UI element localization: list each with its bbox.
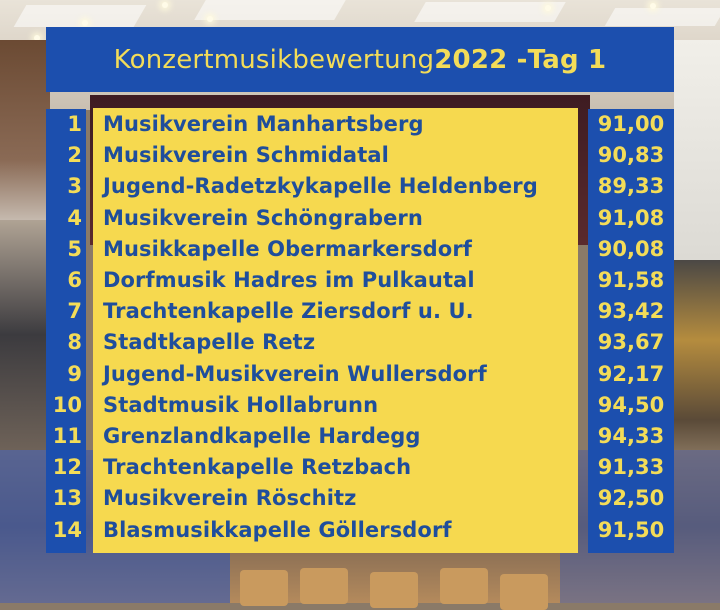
right-wall	[674, 40, 720, 260]
band-name: Jugend-Radetzkykapelle Heldenberg	[103, 174, 538, 199]
score-value: 90,08	[597, 236, 665, 261]
band-name: Blasmusikkapelle Göllersdorf	[103, 517, 452, 542]
band-name: Musikkapelle Obermarkersdorf	[103, 236, 473, 261]
seat	[300, 568, 348, 604]
band-name: Dorfmusik Hadres im Pulkautal	[103, 268, 475, 292]
rank-number: 8	[67, 330, 82, 355]
title-year: 2022 -	[434, 44, 528, 75]
band-name: Musikverein Schmidatal	[103, 143, 389, 168]
rank-number: 13	[52, 486, 82, 511]
score-value: 90,83	[597, 143, 665, 168]
rank-number: 12	[52, 455, 82, 480]
left-wall	[0, 40, 50, 240]
score-value: 92,50	[597, 486, 665, 511]
rank-number: 3	[67, 174, 82, 199]
score-value: 93,42	[597, 299, 665, 324]
orchestra-right	[674, 260, 720, 460]
rank-number: 11	[52, 424, 82, 448]
ceiling-light	[650, 3, 656, 9]
band-name: Musikverein Röschitz	[103, 486, 357, 511]
score-value: 89,33	[597, 174, 665, 199]
score-column: 91,00 90,83 89,33 91,08 90,08 91,58 93,42 93,67…	[588, 109, 674, 553]
rank-number: 7	[67, 299, 82, 324]
seat	[440, 568, 488, 604]
title-day: Tag 1	[527, 44, 607, 75]
title-text: Konzertmusikbewertung	[113, 44, 435, 75]
rank-number: 1	[67, 112, 82, 136]
score-value: 91,00	[597, 112, 665, 136]
score-value: 94,33	[597, 424, 665, 448]
ceiling-light	[162, 2, 168, 8]
band-name: Trachtenkapelle Ziersdorf u. U.	[103, 299, 474, 324]
band-name: Jugend-Musikverein Wullersdorf	[103, 361, 487, 386]
orchestra-left	[0, 220, 50, 450]
ceiling-light	[34, 35, 40, 41]
ceiling-light	[82, 20, 88, 26]
seat	[500, 574, 548, 610]
rank-number: 4	[67, 205, 82, 230]
score-value: 91,08	[597, 205, 665, 230]
ceiling-panel	[604, 8, 720, 26]
rank-number: 5	[67, 236, 82, 261]
band-name: Trachtenkapelle Retzbach	[103, 455, 412, 480]
ceiling-panel	[414, 2, 566, 22]
rank-number: 2	[67, 143, 82, 168]
band-name: Stadtkapelle Retz	[103, 330, 316, 355]
ceiling-panel	[194, 0, 346, 20]
seat	[370, 572, 418, 608]
rank-number: 9	[67, 361, 82, 386]
band-name: Stadtmusik Hollabrunn	[103, 392, 379, 417]
band-name: Musikverein Schöngrabern	[103, 205, 423, 230]
rank-number: 10	[52, 392, 82, 417]
band-name: Grenzlandkapelle Hardegg	[103, 424, 421, 448]
ceiling-light	[207, 16, 213, 22]
score-value: 91,33	[597, 455, 665, 480]
title-banner: Konzertmusikbewertung 2022 - Tag 1	[46, 27, 674, 92]
seat	[240, 570, 288, 606]
score-value: 92,17	[597, 361, 665, 386]
ceiling-panel	[13, 5, 147, 27]
rank-number: 14	[52, 517, 82, 542]
score-value: 93,67	[597, 330, 665, 355]
score-value: 94,50	[597, 392, 665, 417]
score-value: 91,58	[597, 268, 665, 292]
ceiling-light	[545, 5, 551, 11]
rank-column: 1 2 3 4 5 6 7 8 9 10 11 12 13 14	[46, 109, 86, 553]
band-name: Musikverein Manhartsberg	[103, 112, 424, 136]
names-panel: Musikverein Manhartsberg Musikverein Schm…	[93, 108, 578, 553]
score-value: 91,50	[597, 517, 665, 542]
rank-number: 6	[67, 268, 82, 292]
